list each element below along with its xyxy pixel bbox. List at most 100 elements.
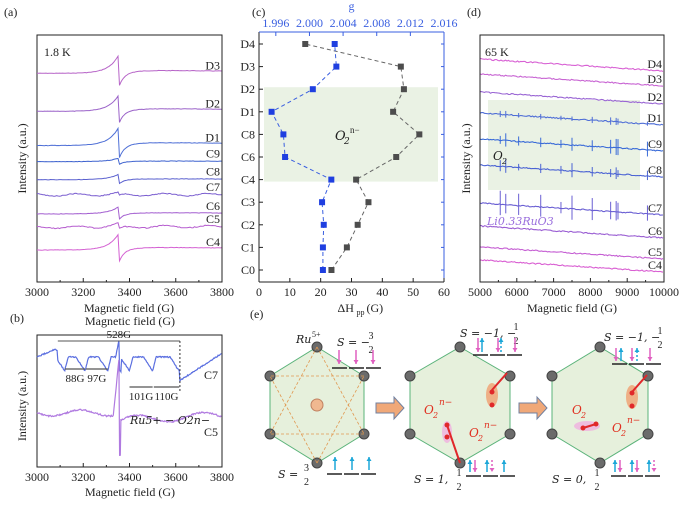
o2-label-sub: 2 xyxy=(580,411,586,420)
ru-atom xyxy=(642,428,654,440)
y-tick-label: C1 xyxy=(241,240,255,254)
ru-atom xyxy=(454,341,466,353)
ru-atom xyxy=(594,457,606,469)
o2-label-sub: 2 xyxy=(501,157,507,166)
x-tick-label: 10000 xyxy=(649,285,679,299)
y-tick-label: D1 xyxy=(240,105,255,119)
point-dhpp xyxy=(302,41,309,47)
spin-arrowhead xyxy=(613,357,619,361)
ru-o2-label: Ru5+ − O2n− xyxy=(129,414,210,427)
dashed-bond xyxy=(269,375,318,464)
point-dhpp xyxy=(328,267,335,273)
ru-atom xyxy=(642,370,654,382)
ru-atom xyxy=(264,370,276,382)
x-tick-label: 30 xyxy=(346,285,358,299)
spin-arrowhead xyxy=(512,348,518,352)
o-atom xyxy=(580,425,586,431)
x-axis-label: Magnetic field (G) xyxy=(527,301,617,315)
region-label-sub: 2 xyxy=(343,137,350,147)
o-atom xyxy=(489,389,495,395)
series-line-C9 xyxy=(36,157,222,165)
point-g xyxy=(268,108,275,115)
y-tick-label: D4 xyxy=(240,37,255,51)
series-label-C4: C4 xyxy=(206,235,220,249)
spin-arrowhead xyxy=(501,460,507,464)
panel-e: Ru 5+S = −32S = 32O 2n−O 2n−S = −1, −12S = … xyxy=(264,322,663,493)
dashed-bond xyxy=(316,375,365,464)
span-label: 101G xyxy=(129,391,154,403)
x-tick-label: 50 xyxy=(407,285,419,299)
spin-top-1-den: 2 xyxy=(369,345,374,356)
spin-top-1: S = − xyxy=(337,336,370,349)
o2n-label-2: O xyxy=(469,426,479,440)
x2-tick-label: 2.008 xyxy=(363,16,390,30)
series-label-D2: D2 xyxy=(647,90,662,104)
series-line-C8 xyxy=(36,173,222,185)
point-g xyxy=(320,221,327,228)
panel-label-d: (d) xyxy=(467,5,481,19)
spin-arrowhead xyxy=(651,468,657,472)
point-g xyxy=(282,154,289,160)
x2-axis-label: g xyxy=(349,0,355,13)
o2n-label-3-sup: n− xyxy=(627,416,640,426)
bond-line xyxy=(491,372,508,391)
x-axis-label-unit: (G) xyxy=(367,301,384,315)
series-label-C6: C6 xyxy=(648,224,662,238)
spin-arrowhead xyxy=(472,468,478,472)
point-g xyxy=(319,244,326,251)
y-axis-label: Intensity (a.u.) xyxy=(15,123,29,193)
series-line-C7 xyxy=(37,191,222,197)
spin-arrowhead xyxy=(617,468,623,472)
x2-tick-label: 2.000 xyxy=(296,16,323,30)
shaded-region xyxy=(488,100,640,190)
o2n-label-3: O xyxy=(612,421,622,435)
panel-a-frame xyxy=(36,34,223,283)
spin-arrowhead xyxy=(366,457,372,461)
panel-label-a: (a) xyxy=(4,5,17,19)
point-g xyxy=(331,41,338,47)
point-dhpp xyxy=(353,176,360,183)
spin-bottom-3-num: 1 xyxy=(595,468,600,479)
spin-bottom-2-den: 2 xyxy=(457,482,462,493)
series-label-C6: C6 xyxy=(206,199,220,213)
series-label-C7: C7 xyxy=(206,180,220,194)
transition-arrow-2 xyxy=(518,395,548,421)
panel-d: 5000 6000 7000 8000 9000 10000 65 K Magnetic fi… xyxy=(459,45,679,315)
transition-arrow-1 xyxy=(375,395,405,421)
series-label-C7: C7 xyxy=(204,368,218,382)
spin-arrowhead xyxy=(618,348,624,352)
y-tick-label: C3 xyxy=(241,195,255,209)
series-label-C4: C4 xyxy=(648,258,662,272)
o2n-label-1-sup: n− xyxy=(439,398,452,408)
series-line-C5 xyxy=(36,222,222,230)
point-dhpp xyxy=(390,108,397,115)
x-axis-label: Magnetic field (G) xyxy=(85,485,175,499)
x-tick-label: 3400 xyxy=(118,470,142,484)
o-atom xyxy=(444,434,450,440)
point-g xyxy=(309,86,316,93)
y-tick-label: C2 xyxy=(241,218,255,232)
panel-label-c: (c) xyxy=(252,5,265,19)
spin-top-3: S = −1, − xyxy=(604,331,660,344)
series-label-C9: C9 xyxy=(206,147,220,161)
series-label-C5: C5 xyxy=(206,212,220,226)
y-tick-label: D3 xyxy=(240,60,255,74)
x-tick-label: 60 xyxy=(438,285,450,299)
x-tick-label: 5000 xyxy=(468,285,492,299)
series-line-C4 xyxy=(479,259,664,273)
span-label: 88G xyxy=(65,373,84,385)
ru-label-sup: 5+ xyxy=(312,330,321,339)
o-atom xyxy=(629,390,635,396)
series-label-D2: D2 xyxy=(205,96,220,110)
x-tick-label: 7000 xyxy=(542,285,566,299)
spin-arrowhead xyxy=(349,457,355,461)
y-axis-label: Intensity (a.u.) xyxy=(15,371,29,441)
x-tick-label: 3800 xyxy=(210,470,234,484)
x-tick-label: 6000 xyxy=(505,285,529,299)
series-line-D3 xyxy=(37,54,222,86)
ru-atom xyxy=(504,428,516,440)
point-dhpp xyxy=(393,154,400,160)
spin-arrowhead xyxy=(629,357,635,361)
y-tick-label: D2 xyxy=(240,82,255,96)
